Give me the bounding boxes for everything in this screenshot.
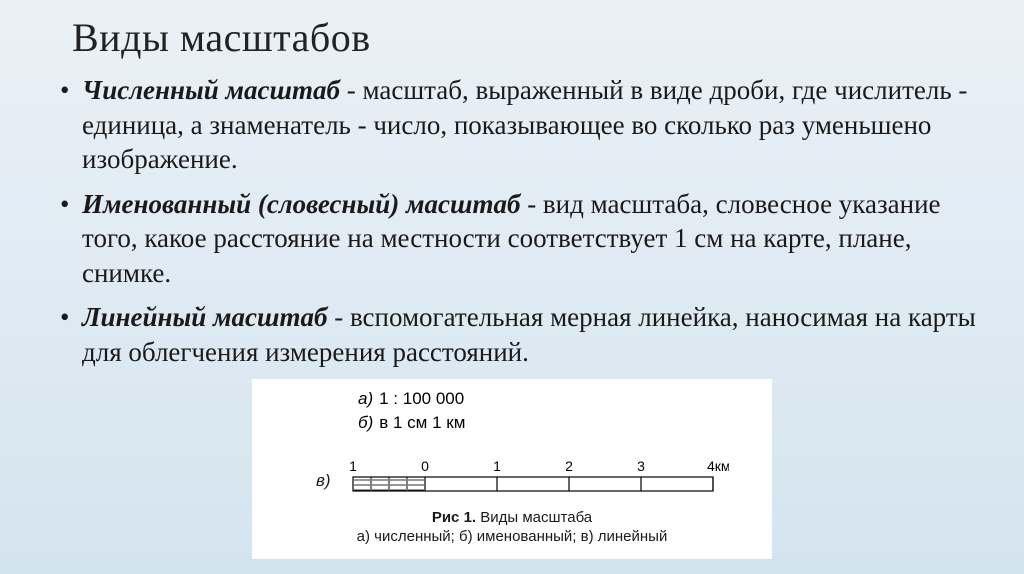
figure-row-c: в) 1 0 1 2 3 4км <box>270 455 754 493</box>
list-item: Численный масштаб - масштаб, выраженный … <box>60 73 984 177</box>
svg-text:1: 1 <box>493 458 501 474</box>
term: Именованный (словесный) масштаб <box>82 189 520 219</box>
list-item: Линейный масштаб - вспомогательная мерна… <box>60 300 984 369</box>
svg-text:4км: 4км <box>707 458 729 474</box>
svg-text:2: 2 <box>565 458 573 474</box>
row-label: б) <box>358 413 373 432</box>
svg-text:0: 0 <box>421 458 429 474</box>
row-label: а) <box>358 389 373 408</box>
figure-caption: Рис 1. Виды масштаба <box>270 509 754 526</box>
row-value: 1 : 100 000 <box>379 389 464 408</box>
list-item: Именованный (словесный) масштаб - вид ма… <box>60 187 984 291</box>
svg-text:3: 3 <box>637 458 645 474</box>
figure: а)1 : 100 000 б)в 1 см 1 км в) 101234км … <box>252 379 772 559</box>
figure-caption-sub: а) численный; б) именованный; в) линейны… <box>270 528 754 545</box>
linear-scale-ruler: 1 0 1 2 3 4км <box>349 455 729 493</box>
figure-container: а)1 : 100 000 б)в 1 см 1 км в) 101234км … <box>40 379 984 559</box>
term: Численный масштаб <box>82 75 340 105</box>
row-value: в 1 см 1 км <box>379 413 465 432</box>
page-title: Виды масштабов <box>40 14 984 61</box>
svg-text:1: 1 <box>349 458 357 474</box>
caption-text: Виды масштаба <box>476 509 592 526</box>
figure-row-b: б) в 1 см 1 км <box>270 413 754 433</box>
row-label: в) <box>316 471 331 491</box>
definitions-list: Численный масштаб - масштаб, выраженный … <box>40 73 984 369</box>
caption-title: Рис 1. <box>432 509 476 526</box>
term: Линейный масштаб <box>82 302 327 332</box>
figure-row-a: а) 1 : 100 000 <box>270 389 754 409</box>
